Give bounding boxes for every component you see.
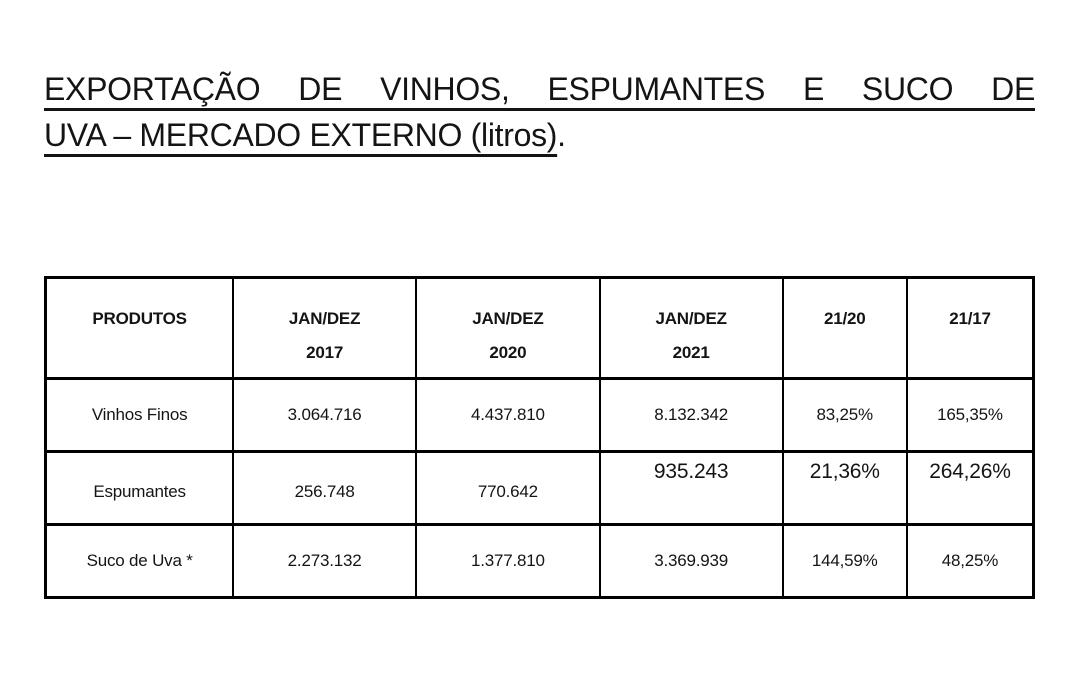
- header-21-17: 21/17: [906, 276, 1035, 380]
- export-data-table: PRODUTOS JAN/DEZ 2017 JAN/DEZ 2020 JAN/D…: [44, 276, 1035, 599]
- header-jan-dez-2021: JAN/DEZ 2021: [598, 276, 784, 380]
- cell-vinhos-finos-21-17: 165,35%: [906, 377, 1035, 453]
- page-title-line2: UVA – MERCADO EXTERNO (litros).: [44, 112, 1035, 158]
- cell-suco-de-uva-2020: 1.377.810: [414, 523, 601, 599]
- cell-suco-de-uva-2021: 3.369.939: [598, 523, 784, 599]
- page-title-line1: EXPORTAÇÃO DE VINHOS, ESPUMANTES E SUCO …: [44, 66, 1035, 112]
- table-row-vinhos-finos: Vinhos Finos 3.064.716 4.437.810 8.132.3…: [44, 377, 1035, 453]
- header-produtos: PRODUTOS: [44, 276, 235, 380]
- cell-espumantes-21-20: 21,36%: [781, 450, 909, 526]
- cell-suco-de-uva-label: Suco de Uva *: [44, 523, 235, 599]
- cell-suco-de-uva-2017: 2.273.132: [232, 523, 417, 599]
- cell-vinhos-finos-2017: 3.064.716: [232, 377, 417, 453]
- cell-suco-de-uva-21-20: 144,59%: [781, 523, 909, 599]
- page-title-period: .: [557, 117, 566, 153]
- cell-espumantes-21-17: 264,26%: [906, 450, 1035, 526]
- cell-vinhos-finos-label: Vinhos Finos: [44, 377, 235, 453]
- header-jan-dez-2020: JAN/DEZ 2020: [414, 276, 601, 380]
- cell-vinhos-finos-21-20: 83,25%: [781, 377, 909, 453]
- table-header-row: PRODUTOS JAN/DEZ 2017 JAN/DEZ 2020 JAN/D…: [44, 276, 1035, 380]
- table-row-espumantes: Espumantes 256.748 770.642 935.243 21,36…: [44, 450, 1035, 526]
- page-title-line1-text: EXPORTAÇÃO DE VINHOS, ESPUMANTES E SUCO …: [44, 71, 1035, 107]
- cell-vinhos-finos-2020: 4.437.810: [414, 377, 601, 453]
- page-title: EXPORTAÇÃO DE VINHOS, ESPUMANTES E SUCO …: [44, 66, 1035, 158]
- header-21-20: 21/20: [781, 276, 909, 380]
- cell-espumantes-2017: 256.748: [232, 450, 417, 526]
- header-jan-dez-2017: JAN/DEZ 2017: [232, 276, 417, 380]
- page-title-line2-text: UVA – MERCADO EXTERNO (litros): [44, 117, 558, 153]
- cell-vinhos-finos-2021: 8.132.342: [598, 377, 784, 453]
- table-row-suco-de-uva: Suco de Uva * 2.273.132 1.377.810 3.369.…: [44, 523, 1035, 599]
- cell-espumantes-label: Espumantes: [44, 450, 235, 526]
- document-page: EXPORTAÇÃO DE VINHOS, ESPUMANTES E SUCO …: [44, 66, 1035, 599]
- cell-espumantes-2020: 770.642: [414, 450, 601, 526]
- cell-espumantes-2021: 935.243: [598, 450, 784, 526]
- cell-suco-de-uva-21-17: 48,25%: [906, 523, 1035, 599]
